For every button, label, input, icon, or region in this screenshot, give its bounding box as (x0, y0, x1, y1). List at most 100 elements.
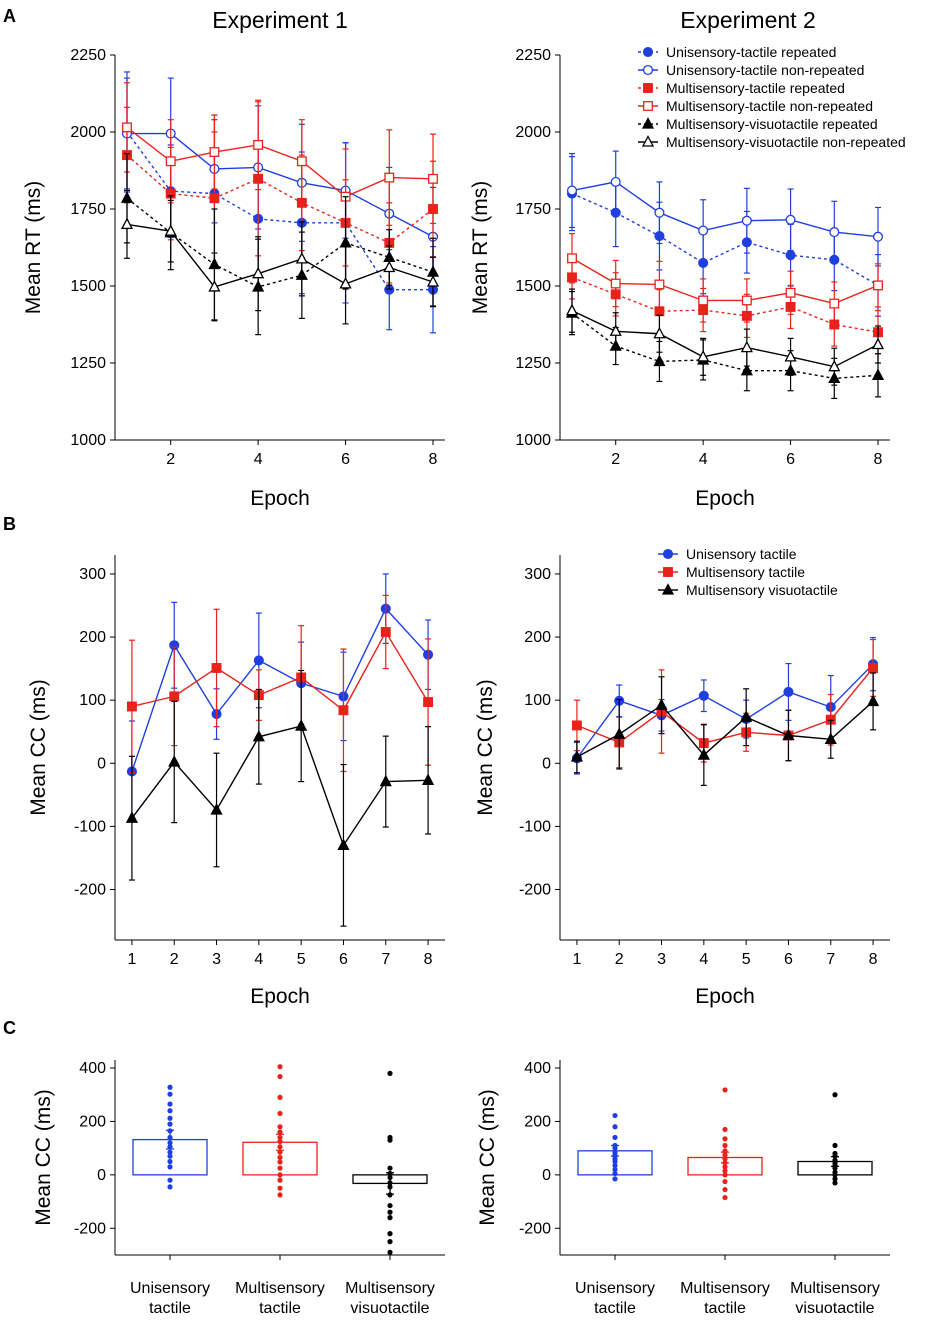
data-point (339, 276, 352, 289)
data-point (655, 698, 668, 710)
data-point (697, 349, 710, 362)
category-label: Multisensory (235, 1280, 325, 1297)
chart-b2: -200 -100 0 100 200 300 1 2 3 4 5 6 7 8 Epoch Mean CC (… (474, 555, 890, 1008)
individual-point (167, 1149, 173, 1155)
y-tick-label: 400 (524, 1060, 551, 1077)
x-tick-label: 1 (127, 951, 136, 968)
series-line (571, 257, 879, 305)
individual-point (722, 1136, 728, 1142)
legend-label: Multisensory-visuotactile repeated (666, 116, 878, 132)
data-point (296, 156, 307, 167)
series-group (125, 669, 435, 927)
legend-marker (643, 101, 653, 111)
x-tick-label: 2 (615, 951, 624, 968)
data-point (609, 324, 622, 336)
individual-point (167, 1158, 173, 1165)
y-tick-label: 2000 (515, 124, 551, 141)
legend-marker (643, 83, 653, 93)
category-label: visuotactile (795, 1300, 874, 1317)
data-point (782, 728, 795, 741)
y-tick-label: 1750 (515, 201, 551, 218)
data-point (654, 306, 665, 317)
individual-point (277, 1129, 283, 1135)
data-point (428, 173, 438, 184)
data-point (379, 774, 392, 787)
individual-point (167, 1140, 173, 1146)
data-point (785, 250, 796, 261)
data-point (169, 691, 180, 702)
chart-title: Experiment 2 (680, 7, 816, 33)
panel-label-a: A (3, 6, 16, 26)
legend-marker (642, 46, 654, 58)
series-line (126, 223, 434, 288)
category-label: visuotactile (350, 1300, 429, 1317)
y-tick-label: 2250 (515, 47, 551, 64)
chart-c1: -200 0 200 400 Mean CC (ms) Unisensory tactile… (32, 1060, 445, 1317)
individual-point (167, 1084, 173, 1090)
individual-point (277, 1185, 283, 1191)
data-point (610, 176, 621, 187)
y-tick-label: 2000 (70, 124, 106, 141)
data-point (423, 697, 434, 708)
individual-point (387, 1184, 393, 1190)
y-tick-label: 1500 (70, 278, 106, 295)
data-point (741, 215, 752, 226)
data-point (829, 298, 840, 309)
y-tick-label: 300 (79, 566, 106, 583)
data-point (252, 266, 265, 279)
individual-point (277, 1094, 283, 1100)
individual-point (832, 1092, 838, 1098)
legend-label: Multisensory-tactile non-repeated (666, 98, 873, 114)
y-tick-label: 400 (79, 1060, 106, 1077)
individual-point (722, 1087, 728, 1093)
series-group (565, 288, 885, 386)
chart-b1: -200 -100 0 100 200 300 1 2 3 4 5 6 7 8 Epoch Mean CC (… (27, 555, 445, 1008)
data-point (383, 260, 396, 273)
y-tick-label: 1500 (515, 278, 551, 295)
individual-point (612, 1158, 618, 1165)
x-tick-label: 4 (254, 451, 263, 468)
data-point (422, 773, 435, 785)
category-label: Unisensory (575, 1280, 655, 1297)
individual-point (167, 1115, 173, 1121)
individual-point (387, 1165, 393, 1171)
individual-point (722, 1148, 728, 1154)
individual-point (722, 1178, 728, 1185)
legend-marker (641, 117, 655, 129)
category-label: Multisensory (680, 1280, 770, 1297)
y-axis-label: Mean CC (ms) (32, 1089, 55, 1226)
individual-point (167, 1134, 173, 1141)
individual-point (722, 1156, 728, 1162)
series-line (126, 154, 434, 244)
series-line (126, 131, 433, 291)
x-tick-label: 6 (784, 951, 793, 968)
series-line (576, 667, 874, 744)
y-tick-label: 200 (79, 629, 106, 646)
individual-point (277, 1154, 283, 1161)
x-tick-label: 5 (297, 951, 306, 968)
series-line (576, 663, 874, 759)
y-tick-label: 100 (79, 692, 106, 709)
category-label: tactile (259, 1300, 301, 1317)
individual-point (277, 1138, 283, 1145)
series-group (566, 150, 884, 267)
data-point (168, 755, 181, 767)
individual-point (387, 1192, 393, 1198)
x-tick-label: 8 (424, 951, 433, 968)
legend-marker (663, 567, 673, 577)
series-line (131, 607, 429, 772)
individual-point (722, 1168, 728, 1174)
legend-label: Multisensory tactile (686, 564, 805, 580)
series-group (120, 189, 440, 325)
data-point (567, 253, 577, 264)
data-point (164, 224, 177, 236)
individual-point (167, 1177, 173, 1183)
data-point (698, 690, 709, 701)
individual-point (277, 1124, 283, 1130)
data-point (828, 359, 841, 372)
y-tick-label: 200 (524, 629, 551, 646)
y-tick-label: 200 (79, 1113, 106, 1130)
individual-point (612, 1145, 618, 1151)
data-point (697, 748, 710, 760)
